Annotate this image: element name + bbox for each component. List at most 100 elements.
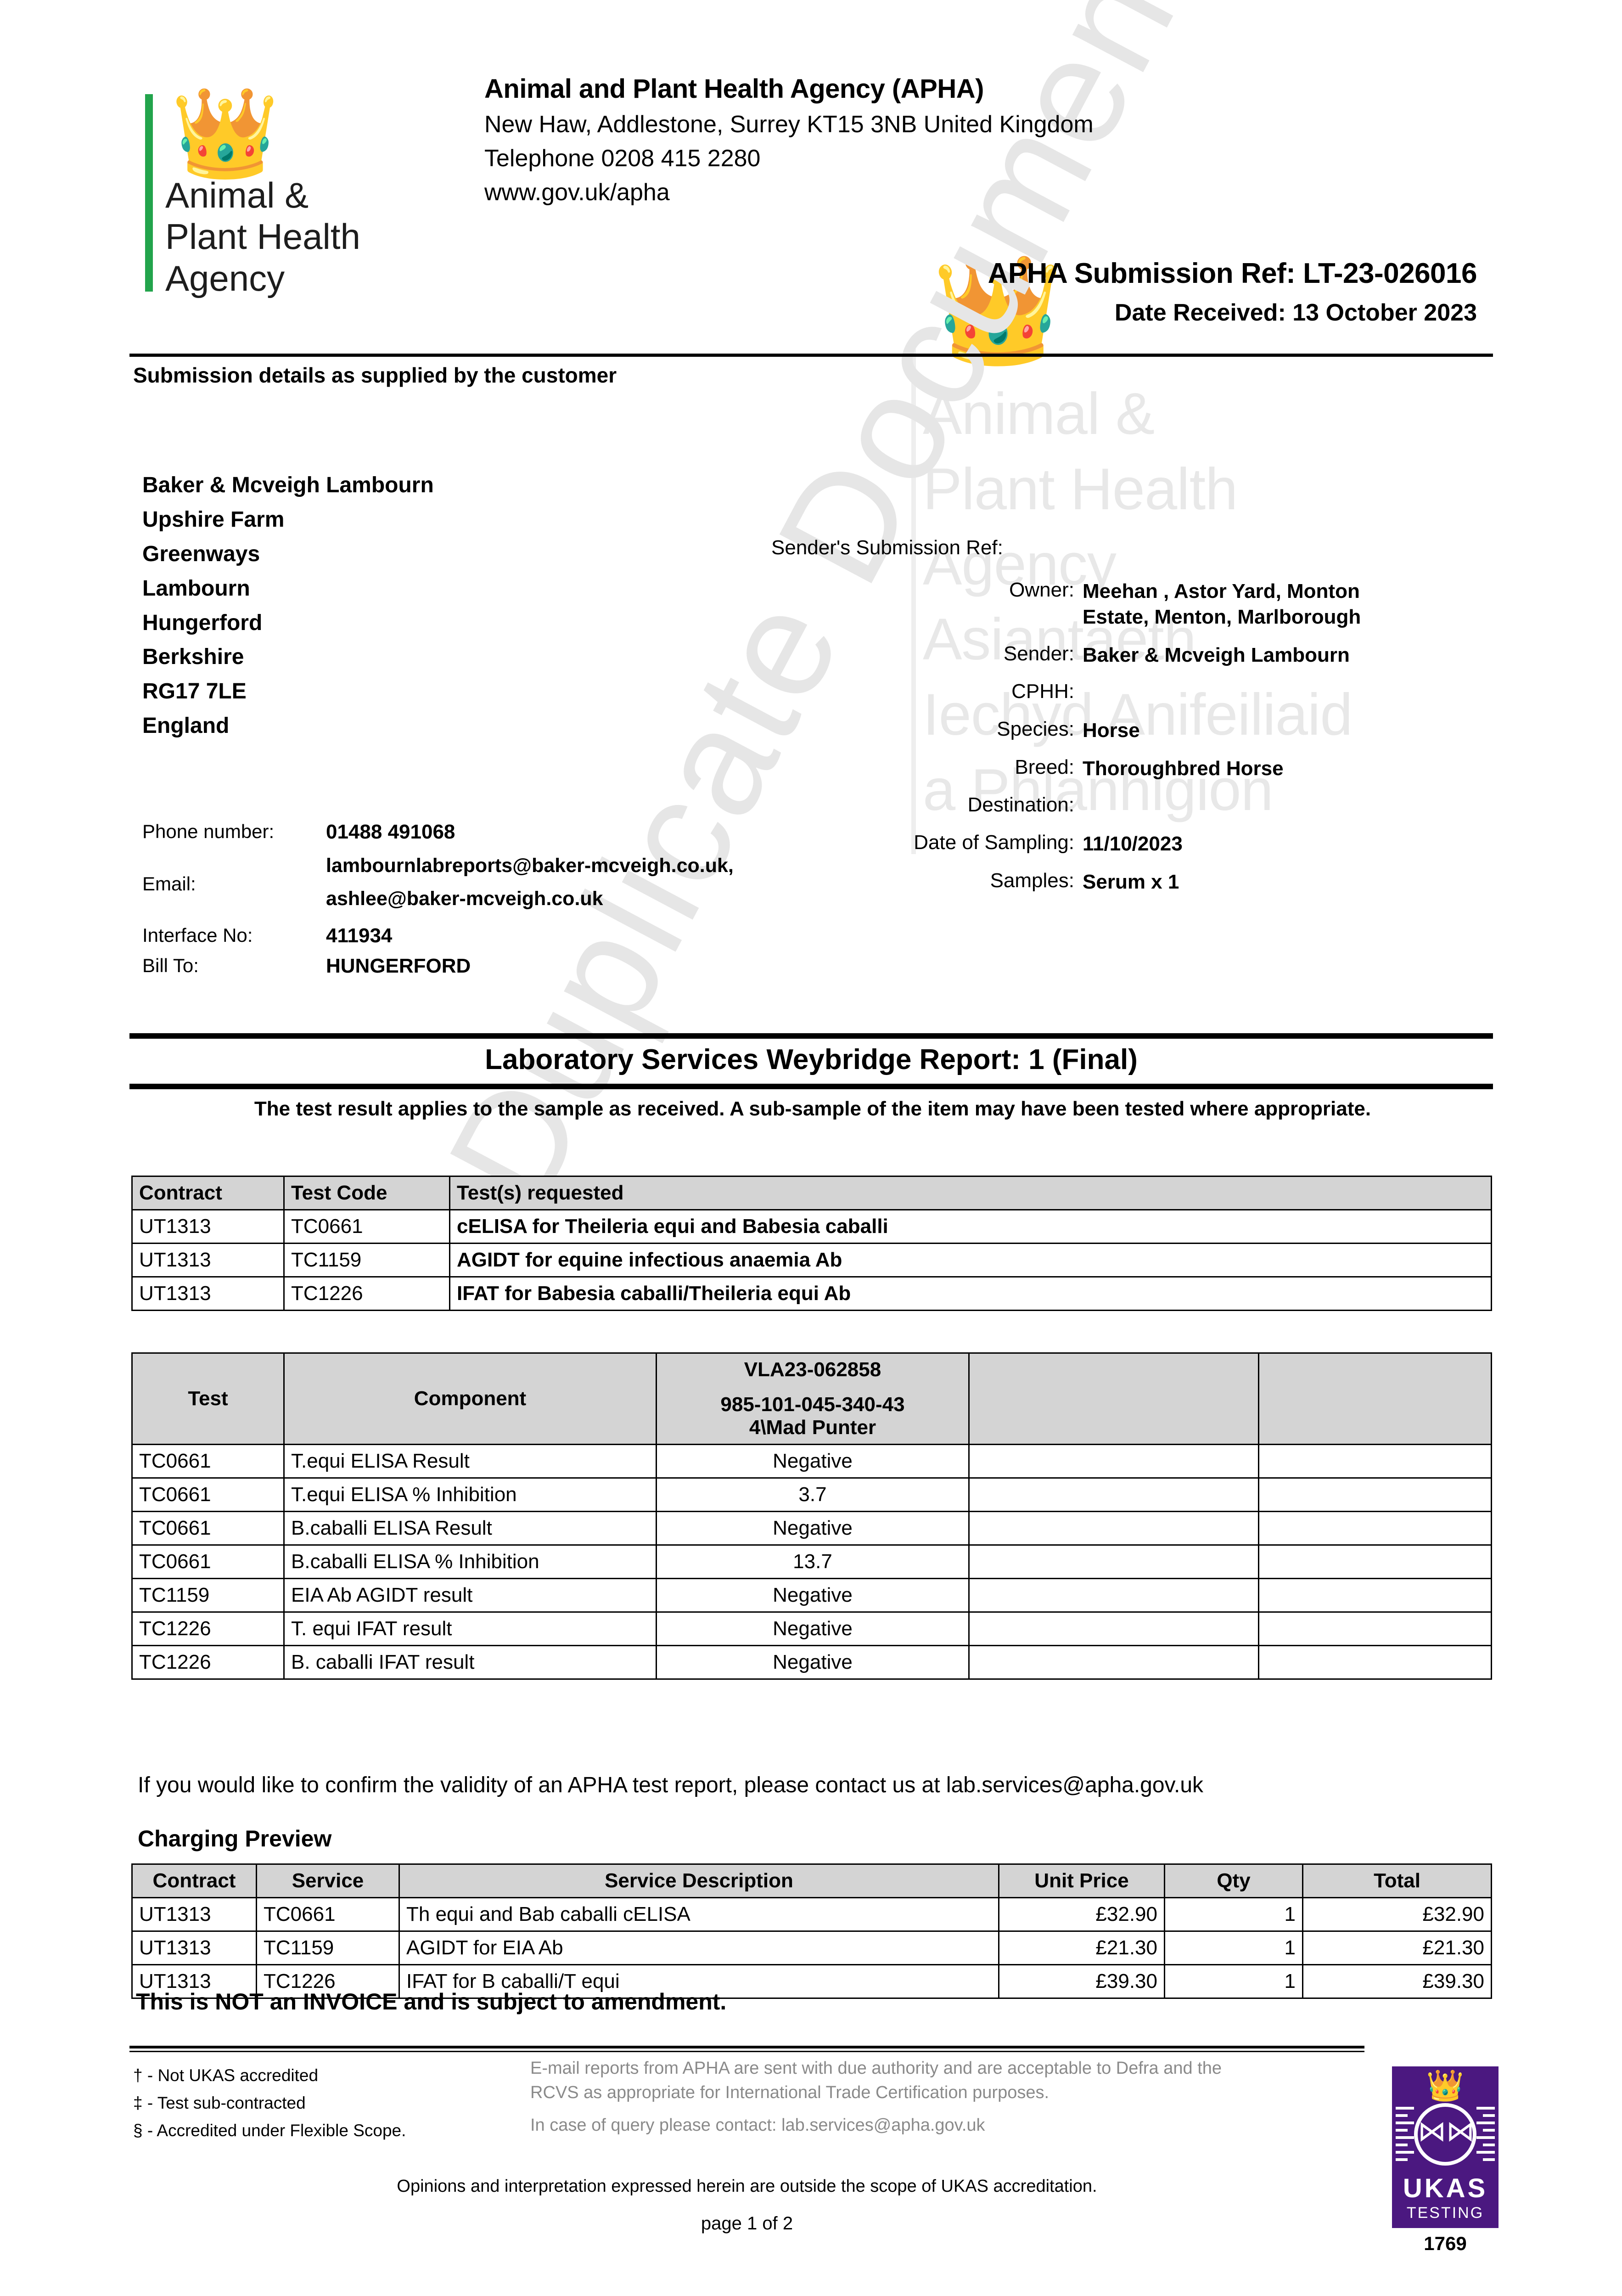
ukas-accreditation-number: 1769 <box>1424 2233 1467 2254</box>
detail-label: Destination: <box>967 793 1074 816</box>
cell-test: TC1226 <box>131 1611 285 1646</box>
cell-total: £21.30 <box>1302 1930 1492 1965</box>
footer-page-number: page 1 of 2 <box>701 2213 793 2234</box>
detail-row-destination: Destination: <box>771 793 1487 819</box>
cell-empty <box>1258 1578 1492 1613</box>
address-line: Hungerford <box>142 610 263 635</box>
table-row: TC1159 EIA Ab AGIDT result Negative <box>131 1578 1492 1613</box>
apha-logo-line-2: Plant Health <box>165 216 360 257</box>
customer-contact-block: Phone number: 01488 491068 Email: lambou… <box>142 822 734 986</box>
interface-row: Interface No: 411934 <box>142 926 734 946</box>
email-value-2: ashlee@baker-mcveigh.co.uk <box>326 888 603 910</box>
cell-test: TC0661 <box>131 1544 285 1579</box>
not-invoice-note: This is NOT an INVOICE and is subject to… <box>136 1989 727 2015</box>
cell-qty: 1 <box>1164 1964 1303 1999</box>
detail-value <box>1083 793 1088 819</box>
cell-test-description: IFAT for Babesia caballi/Theileria equi … <box>449 1276 1492 1311</box>
cell-test: TC1159 <box>131 1578 285 1613</box>
ukas-circle-icon: ⋈⋈ <box>1414 2103 1476 2166</box>
col-empty-2 <box>1258 1352 1492 1445</box>
charging-preview-title: Charging Preview <box>138 1826 332 1851</box>
cell-empty <box>968 1511 1259 1546</box>
cell-contract: UT1313 <box>131 1243 285 1277</box>
detail-label: Owner: <box>1009 579 1074 601</box>
detail-row-samples: Samples: Serum x 1 <box>771 869 1487 895</box>
cell-contract: UT1313 <box>131 1897 257 1932</box>
phone-row: Phone number: 01488 491068 <box>142 822 734 842</box>
col-component: Component <box>283 1352 657 1445</box>
address-line: Upshire Farm <box>142 507 285 532</box>
organisation-telephone: Telephone 0208 415 2280 <box>484 145 761 172</box>
cell-test: TC0661 <box>131 1444 285 1479</box>
cell-result: 13.7 <box>656 1544 970 1579</box>
col-contract: Contract <box>131 1176 285 1210</box>
cell-component: B. caballi IFAT result <box>283 1645 657 1680</box>
detail-value: Horse <box>1083 719 1140 742</box>
detail-row-cphh: CPHH: <box>771 680 1487 706</box>
col-test: Test <box>131 1352 285 1445</box>
cell-test: TC0661 <box>131 1477 285 1512</box>
cell-empty <box>968 1578 1259 1613</box>
customer-address: Baker & Mcveigh Lambourn Upshire Farm Gr… <box>142 468 434 743</box>
phone-label: Phone number: <box>142 821 275 842</box>
col-sample: VLA23-062858 985-101-045-340-43 4\Mad Pu… <box>656 1352 970 1445</box>
detail-value <box>1083 680 1088 706</box>
email-value-1: lambournlabreports@baker-mcveigh.co.uk, <box>326 855 734 877</box>
cell-unit-price: £39.30 <box>998 1964 1165 1999</box>
cell-result: Negative <box>656 1578 970 1613</box>
validity-note: If you would like to confirm the validit… <box>138 1773 1204 1797</box>
detail-row-sender: Sender: Baker & Mcveigh Lambourn <box>771 642 1487 668</box>
address-line: Berkshire <box>142 645 244 670</box>
results-table: Test Component VLA23-062858 985-101-045-… <box>131 1352 1492 1680</box>
cell-test-description: cELISA for Theileria equi and Babesia ca… <box>449 1209 1492 1244</box>
cell-empty <box>968 1611 1259 1646</box>
apha-logo-wordmark: Animal & Plant Health Agency <box>165 174 360 299</box>
ukas-monogram-icon: ⋈⋈ <box>1418 2114 1475 2148</box>
footer-opinions: Opinions and interpretation expressed he… <box>397 2177 1097 2196</box>
table-row: TC0661 B.caballi ELISA Result Negative <box>131 1511 1492 1546</box>
table-row: TC1226 B. caballi IFAT result Negative <box>131 1645 1492 1680</box>
detail-label: Date of Sampling: <box>914 831 1074 854</box>
charging-preview-table: Contract Service Service Description Uni… <box>131 1863 1492 1999</box>
detail-value: Baker & Mcveigh Lambourn <box>1083 643 1350 666</box>
date-received: Date Received: 13 October 2023 <box>1114 299 1477 326</box>
footer-rule-2 <box>129 2051 1364 2052</box>
detail-value: 11/10/2023 <box>1083 833 1183 855</box>
footer-email-note: E-mail reports from APHA are sent with d… <box>530 2056 1246 2146</box>
interface-value: 411934 <box>326 924 393 947</box>
submission-ref-block: APHA Submission Ref: LT-23-026016 Date R… <box>988 257 1477 326</box>
col-total: Total <box>1302 1863 1492 1898</box>
cell-test: TC0661 <box>131 1511 285 1546</box>
organisation-block: Animal and Plant Health Agency (APHA) Ne… <box>484 73 1094 206</box>
cell-result: Negative <box>656 1511 970 1546</box>
detail-row-owner: Owner: Meehan , Astor Yard, Monton Estate… <box>771 579 1487 630</box>
cell-component: T.equi ELISA Result <box>283 1444 657 1479</box>
sample-id: VLA23-062858 <box>744 1358 881 1381</box>
footer-email-note-p2: In case of query please contact: lab.ser… <box>530 2116 985 2135</box>
cell-contract: UT1313 <box>131 1964 257 1999</box>
cell-service: TC0661 <box>256 1897 400 1932</box>
detail-row-date-of-sampling: Date of Sampling: 11/10/2023 <box>771 831 1487 857</box>
cell-result: Negative <box>656 1444 970 1479</box>
table-row: TC0661 T.equi ELISA Result Negative <box>131 1444 1492 1479</box>
cell-contract: UT1313 <box>131 1209 285 1244</box>
apha-submission-ref: APHA Submission Ref: LT-23-026016 <box>988 258 1477 289</box>
detail-row-breed: Breed: Thoroughbred Horse <box>771 756 1487 782</box>
table-row: UT1313 TC0661 Th equi and Bab caballi cE… <box>131 1897 1492 1932</box>
col-empty-1 <box>968 1352 1259 1445</box>
cell-test-code: TC1159 <box>283 1243 450 1277</box>
legend-flexible: § - Accredited under Flexible Scope. <box>133 2121 406 2140</box>
apha-logo-line-3: Agency <box>165 258 285 298</box>
detail-label: Species: <box>997 718 1074 741</box>
table-row: UT1313 TC1159 AGIDT for EIA Ab £21.30 1 … <box>131 1930 1492 1965</box>
detail-label: Sender: <box>1003 642 1074 665</box>
address-line: RG17 7LE <box>142 679 247 704</box>
crown-icon: 👑 <box>1426 2068 1465 2102</box>
report-title-rule-top <box>129 1033 1493 1039</box>
footer-legend: † - Not UKAS accredited ‡ - Test sub-con… <box>133 2062 406 2144</box>
table-row: UT1313 TC1226 IFAT for B caballi/T equi … <box>131 1964 1492 1999</box>
ukas-logo: 👑 ⋈⋈ UKAS TESTING <box>1392 2066 1499 2228</box>
report-note: The test result applies to the sample as… <box>254 1097 1371 1120</box>
cell-empty <box>1258 1544 1492 1579</box>
